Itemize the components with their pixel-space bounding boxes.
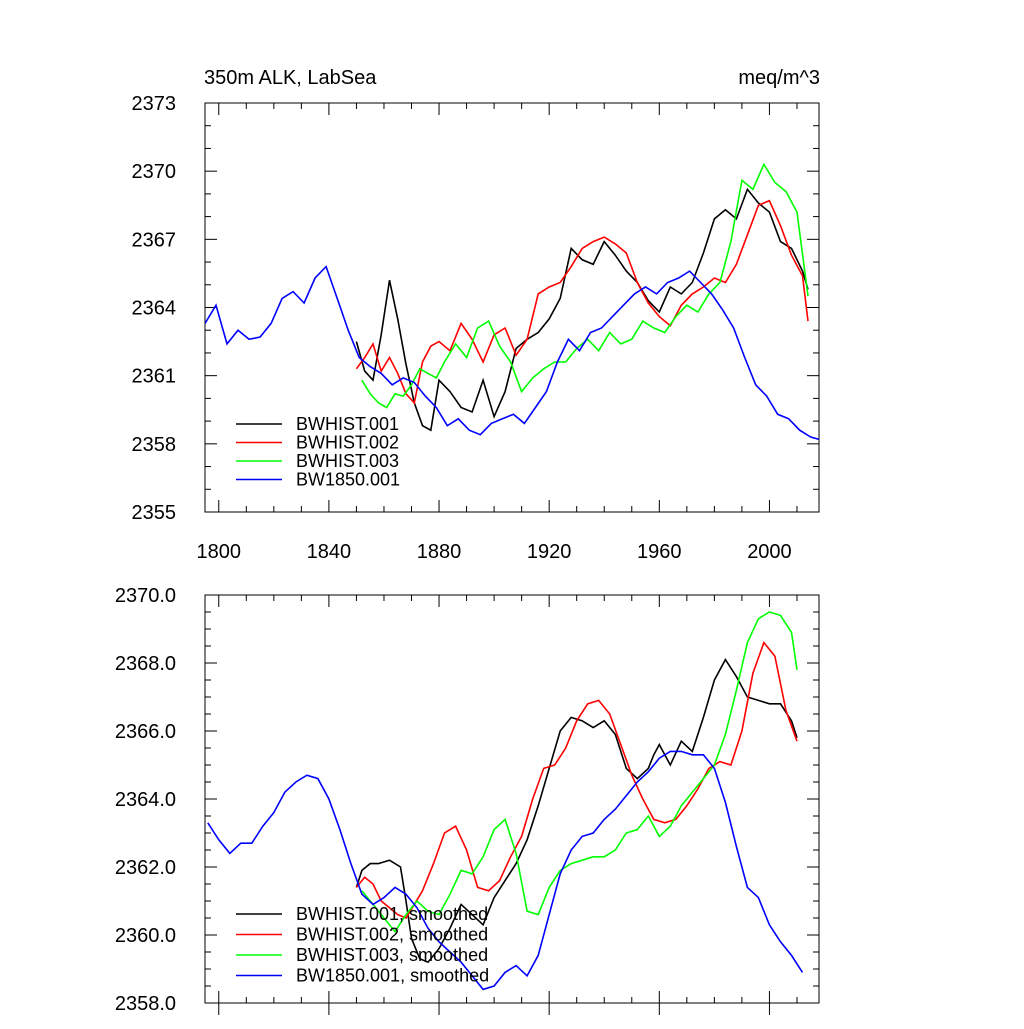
y-tick-label: 2373 bbox=[132, 93, 177, 115]
y-tick-label: 2370.0 bbox=[115, 585, 176, 607]
x-tick-label: 1960 bbox=[637, 541, 682, 563]
panel-alk-smoothed: 2358.0 2360.0 2362.0 2364.0 2366.0 2368.0 2370… bbox=[115, 585, 820, 1015]
y-tick-label: 2361 bbox=[132, 366, 177, 388]
y-tick-label: 2364 bbox=[132, 298, 177, 320]
y-tick-label: 2362.0 bbox=[115, 857, 176, 879]
x-tick-label: 1880 bbox=[417, 541, 462, 563]
series-line bbox=[361, 162, 809, 409]
series-line bbox=[205, 265, 819, 441]
y-tick-label: 2370 bbox=[132, 161, 177, 183]
legend-label: BW1850.001, smoothed bbox=[296, 966, 489, 986]
series-line bbox=[355, 199, 809, 405]
series-line bbox=[361, 611, 798, 933]
legend-label: BWHIST.001 bbox=[296, 414, 399, 434]
legend-label: BWHIST.002 bbox=[296, 433, 399, 453]
y-tick-label: 2355 bbox=[132, 502, 177, 524]
series-line bbox=[207, 750, 804, 991]
x-tick-label: 2000 bbox=[747, 541, 792, 563]
legend-label: BWHIST.003, smoothed bbox=[296, 945, 488, 965]
legend-label: BW1850.001 bbox=[296, 470, 400, 490]
y-tick-label: 2360.0 bbox=[115, 925, 176, 947]
x-tick-label: 1840 bbox=[307, 541, 352, 563]
legend-label: BWHIST.002, smoothed bbox=[296, 925, 488, 945]
chart-title-right: meq/m^3 bbox=[738, 67, 820, 89]
y-tick-label: 2368.0 bbox=[115, 653, 176, 675]
y-tick-label: 2358 bbox=[132, 434, 177, 456]
series-line bbox=[355, 187, 809, 432]
y-tick-label: 2366.0 bbox=[115, 721, 176, 743]
panel-alk-raw: 350m ALK, LabSea meq/m^3 1800 1840 1880 192… bbox=[132, 67, 821, 563]
series-line bbox=[355, 658, 798, 964]
y-tick-label: 2358.0 bbox=[115, 993, 176, 1015]
y-tick-label: 2364.0 bbox=[115, 789, 176, 811]
x-tick-label: 1800 bbox=[197, 541, 242, 563]
series-line bbox=[355, 640, 798, 919]
legend-label: BWHIST.001, smoothed bbox=[296, 904, 488, 924]
x-tick-label: 1920 bbox=[527, 541, 572, 563]
y-tick-label: 2367 bbox=[132, 229, 177, 251]
legend-label: BWHIST.003 bbox=[296, 451, 399, 471]
chart-title-left: 350m ALK, LabSea bbox=[204, 67, 377, 89]
